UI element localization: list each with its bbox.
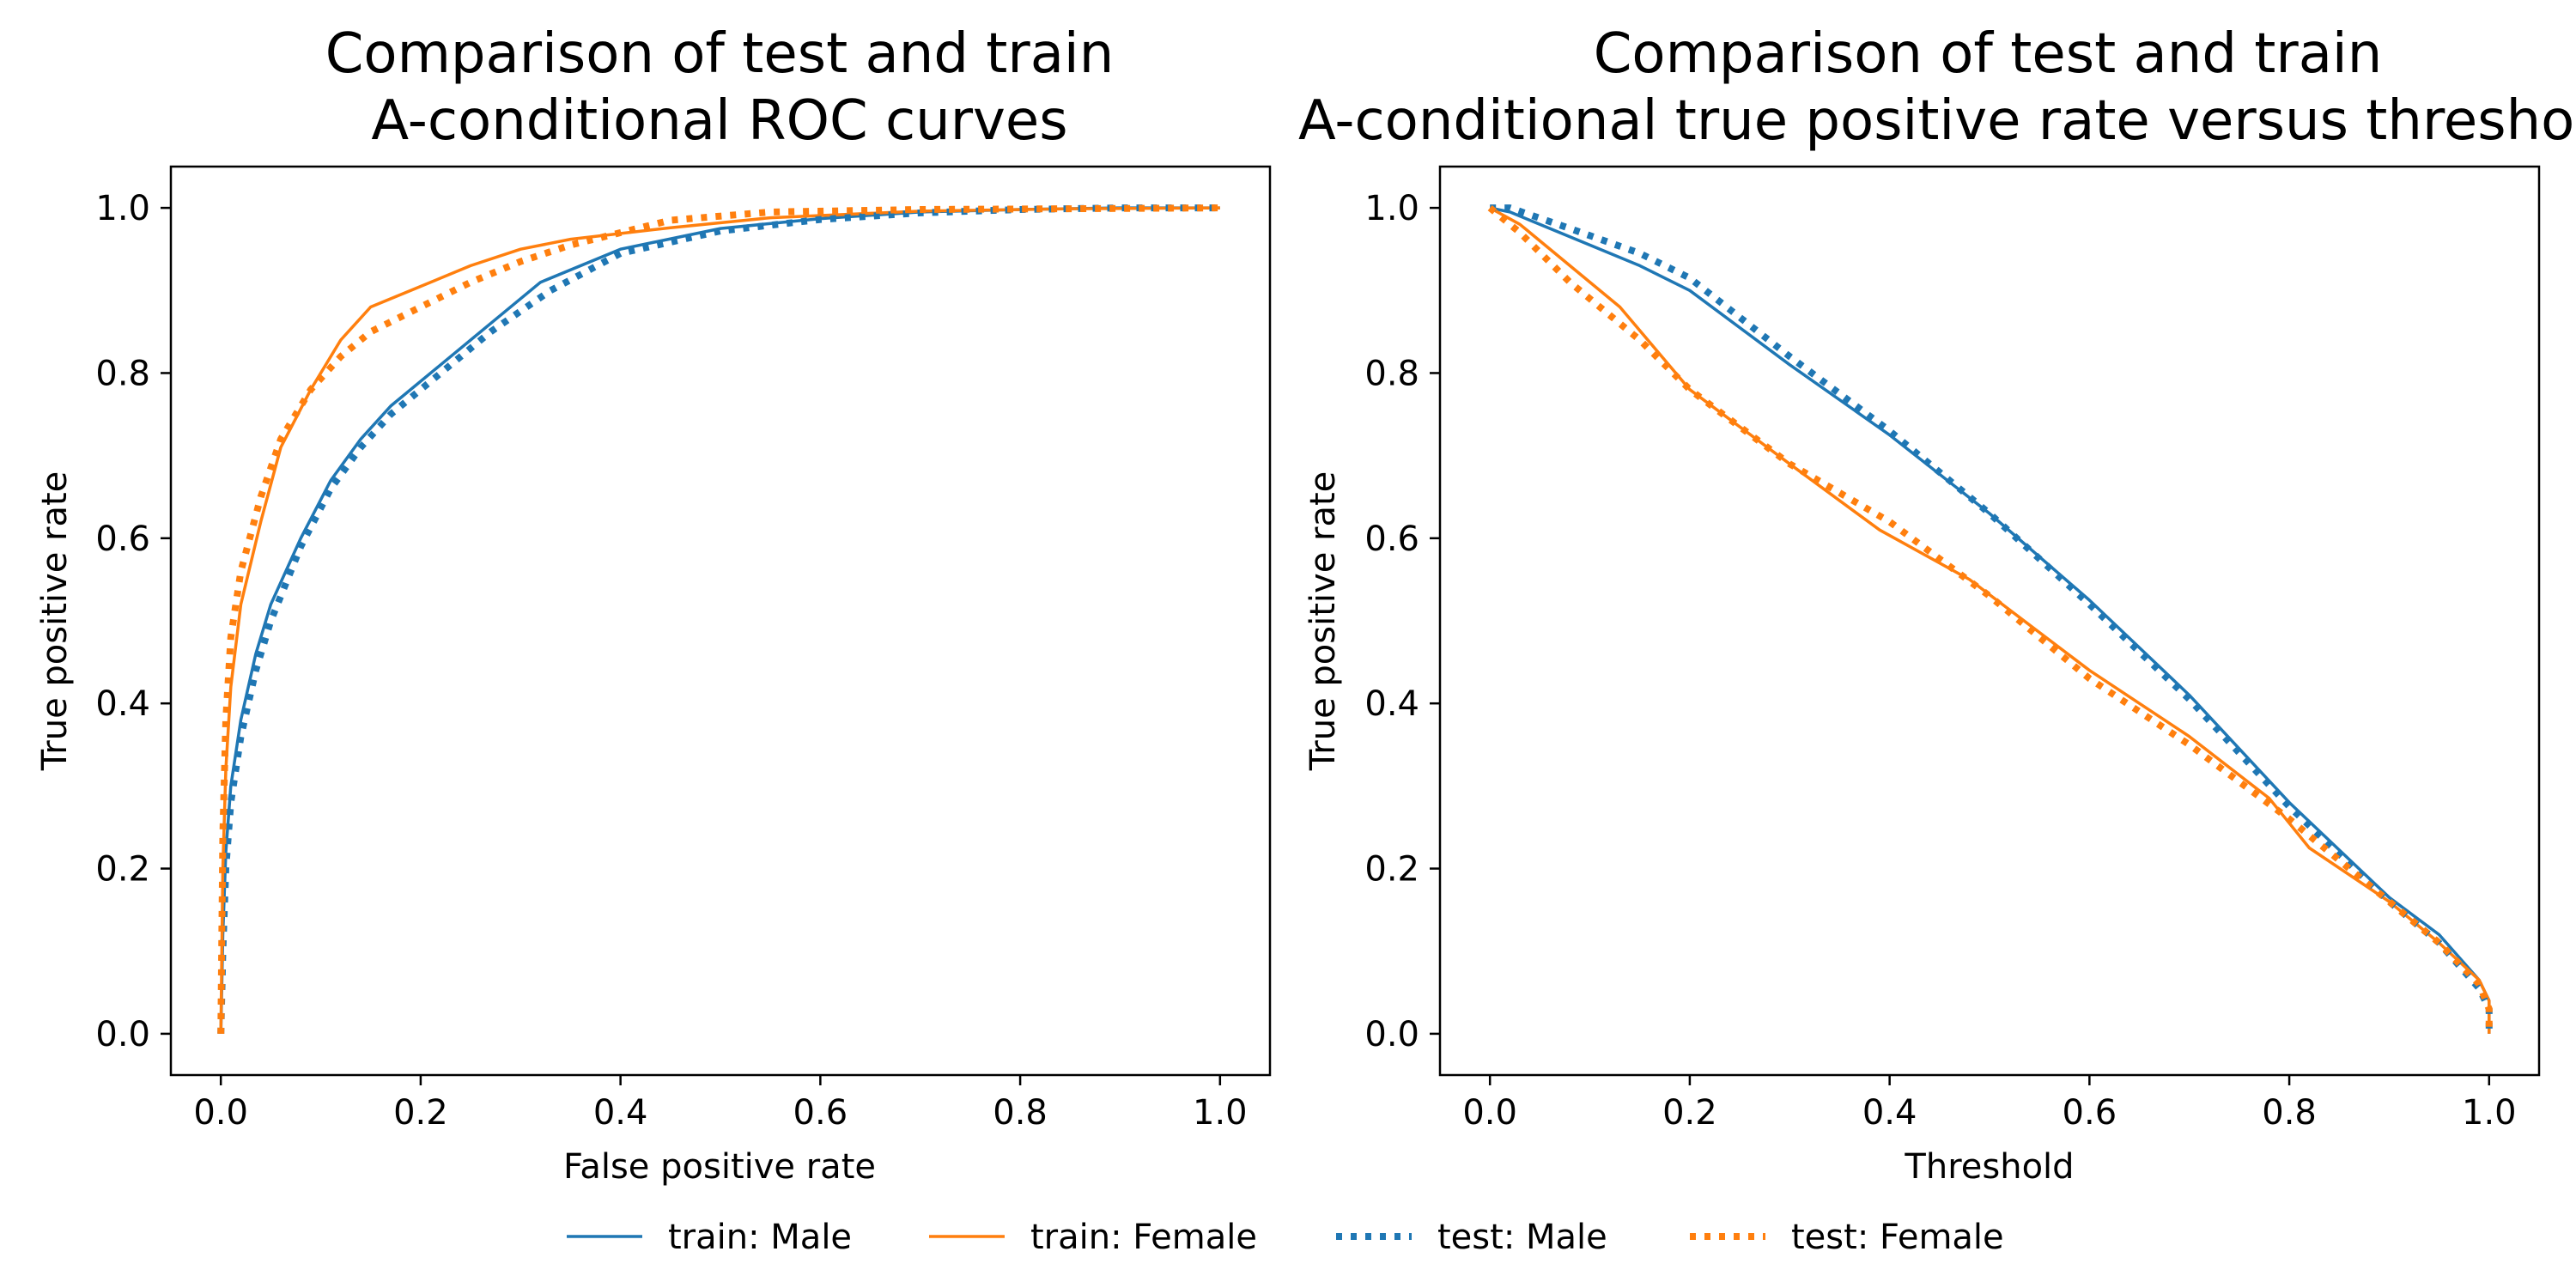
- roc-y-tick-label: 1.0: [95, 189, 150, 228]
- legend-entry-test-male: test: Male: [1336, 1218, 1607, 1257]
- roc-y-tick-label: 0.6: [95, 519, 150, 559]
- roc-series-test-male: [217, 204, 1220, 1034]
- roc-y-tick-label: 0.4: [95, 684, 150, 724]
- legend-label-train-male: train: Male: [668, 1218, 852, 1257]
- roc-title-line2: A-conditional ROC curves: [371, 89, 1067, 153]
- roc-series-train-male: [219, 206, 1220, 1034]
- roc-y-axis-label: True positive rate: [35, 471, 75, 772]
- roc-x-axis-label: False positive rate: [563, 1147, 876, 1187]
- roc-y-tick-label: 0.0: [95, 1015, 150, 1054]
- roc-y-tick-label: 0.8: [95, 354, 150, 393]
- roc-plot-frame: [169, 165, 1272, 1077]
- legend-entry-test-female: test: Female: [1690, 1218, 2004, 1257]
- threshold-x-tick-label: 0.2: [1662, 1093, 1717, 1133]
- legend-label-train-female: train: Female: [1030, 1218, 1257, 1257]
- threshold-y-tick-label: 0.2: [1364, 850, 1419, 890]
- roc-series-train-female: [219, 206, 1220, 1034]
- threshold-x-tick-label: 1.0: [2462, 1093, 2517, 1133]
- legend-entry-train-male: train: Male: [567, 1218, 852, 1257]
- threshold-plot-frame: [1438, 165, 2541, 1077]
- threshold-title-line1: Comparison of test and train: [1594, 22, 2383, 86]
- legend: train: Male train: Female test: Male tes…: [567, 1218, 2004, 1257]
- roc-title-line1: Comparison of test and train: [325, 22, 1115, 86]
- legend-label-test-female: test: Female: [1791, 1218, 2004, 1257]
- threshold-x-tick-label: 0.8: [2262, 1093, 2317, 1133]
- threshold-y-tick-label: 1.0: [1364, 189, 1419, 228]
- threshold-series: [1487, 204, 2493, 1034]
- roc-y-ticks: 0.0 0.2 0.4 0.6 0.8 1.0: [95, 189, 171, 1054]
- threshold-y-ticks: 0.0 0.2 0.4 0.6 0.8 1.0: [1364, 189, 1440, 1054]
- roc-series-test-female: [217, 204, 1220, 1034]
- threshold-x-axis-label: Threshold: [1904, 1147, 2074, 1187]
- roc-x-tick-label: 0.6: [793, 1093, 848, 1133]
- roc-x-tick-label: 0.2: [393, 1093, 448, 1133]
- threshold-y-tick-label: 0.0: [1364, 1015, 1419, 1054]
- roc-x-ticks: 0.0 0.2 0.4 0.6 0.8 1.0: [193, 1075, 1248, 1133]
- threshold-title-line2: A-conditional true positive rate versus …: [1298, 89, 2576, 153]
- roc-x-tick-label: 1.0: [1193, 1093, 1248, 1133]
- threshold-y-axis-label: True positive rate: [1303, 471, 1343, 772]
- threshold-panel: Comparison of test and train A-condition…: [1298, 22, 2576, 1187]
- roc-x-tick-label: 0.0: [193, 1093, 248, 1133]
- roc-x-tick-label: 0.4: [593, 1093, 648, 1133]
- threshold-y-tick-label: 0.6: [1364, 519, 1419, 559]
- threshold-series-test-male: [1490, 204, 2493, 1034]
- threshold-series-test-female: [1487, 205, 2493, 1034]
- threshold-y-tick-label: 0.8: [1364, 354, 1419, 393]
- roc-x-tick-label: 0.8: [993, 1093, 1048, 1133]
- threshold-x-tick-label: 0.6: [2063, 1093, 2117, 1133]
- roc-y-tick-label: 0.2: [95, 850, 150, 890]
- threshold-x-ticks: 0.0 0.2 0.4 0.6 0.8 1.0: [1462, 1075, 2517, 1133]
- threshold-series-train-female: [1489, 206, 2491, 1034]
- threshold-x-tick-label: 0.0: [1462, 1093, 1517, 1133]
- threshold-y-tick-label: 0.4: [1364, 684, 1419, 724]
- roc-panel: Comparison of test and train A-condition…: [35, 22, 1272, 1187]
- legend-label-test-male: test: Male: [1437, 1218, 1607, 1257]
- legend-entry-train-female: train: Female: [929, 1218, 1257, 1257]
- roc-series: [217, 204, 1220, 1034]
- threshold-x-tick-label: 0.4: [1862, 1093, 1917, 1133]
